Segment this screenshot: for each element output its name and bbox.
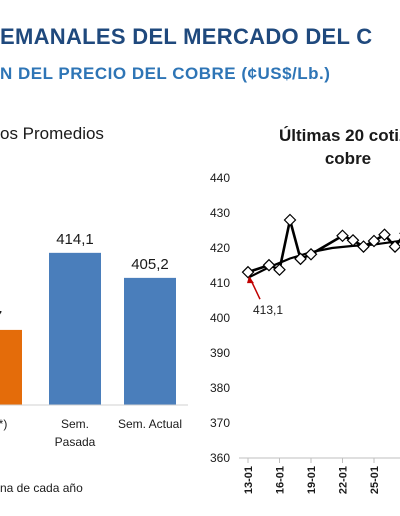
price-point-7 (346, 233, 360, 247)
subtitle-unit: (¢US$/Lb.) (241, 64, 331, 83)
x-tick-label-2: 19-01 (306, 466, 318, 494)
price-point-11 (388, 240, 400, 253)
price-point-6 (336, 229, 349, 243)
annotation-arrowhead (247, 276, 254, 284)
price-point-10 (378, 228, 391, 242)
bar-category-1-line-1: Pasada (55, 435, 96, 449)
x-tick-label-4: 25-01 (369, 466, 381, 494)
bar-category-1-line-0: Sem. (61, 417, 89, 431)
price-point-1 (262, 258, 276, 272)
y-tick-label-6: 380 (210, 381, 230, 395)
bar-label-0: ,7 (0, 308, 2, 325)
price-point-3 (283, 213, 297, 227)
line-chart-title: Últimas 20 cotiza cobre (228, 124, 400, 170)
y-tick-label-1: 430 (210, 206, 230, 220)
bar-1 (49, 252, 101, 405)
line-chart-title-line-2: cobre (324, 149, 372, 168)
price-point-5 (304, 247, 318, 261)
y-tick-label-0: 440 (210, 171, 230, 185)
price-point-8 (357, 240, 370, 253)
bar-chart-footnote: na de cada año (0, 481, 83, 495)
bar-2 (124, 277, 176, 405)
x-tick-label-0: 13-01 (243, 466, 255, 494)
page-title: EMANALES DEL MERCADO DEL C (0, 24, 373, 49)
y-tick-label-2: 420 (210, 241, 230, 255)
y-tick-label-3: 410 (210, 276, 230, 290)
bar-category-2-line-0: Sem. Actual (118, 417, 182, 431)
page-subtitle: N DEL PRECIO DEL COBRE (¢US$/Lb.) (0, 64, 330, 84)
x-tick-label-1: 16-01 (275, 466, 287, 494)
y-tick-label-7: 370 (210, 416, 230, 430)
y-tick-label-8: 360 (210, 451, 230, 465)
price-point-4 (294, 252, 307, 266)
annotation-label: 413,1 (253, 303, 283, 317)
bar-label-1: 414,1 (56, 231, 94, 248)
bar-0 (0, 329, 22, 405)
bar-chart-title: os Promedios (0, 124, 104, 143)
x-tick-label-3: 22-01 (338, 466, 350, 494)
price-point-2 (273, 263, 286, 277)
trend-line (247, 239, 400, 279)
y-tick-label-5: 390 (210, 346, 230, 360)
line-chart-title-line-1: Últimas 20 cotiza (279, 126, 400, 145)
bar-category-0-line-0: 8 (*) (0, 417, 7, 431)
price-point-0 (241, 265, 255, 279)
y-tick-label-4: 400 (210, 311, 230, 325)
subtitle-main: N DEL PRECIO DEL COBRE (0, 64, 237, 83)
bar-label-2: 405,2 (131, 256, 169, 273)
price-point-9 (367, 234, 381, 248)
